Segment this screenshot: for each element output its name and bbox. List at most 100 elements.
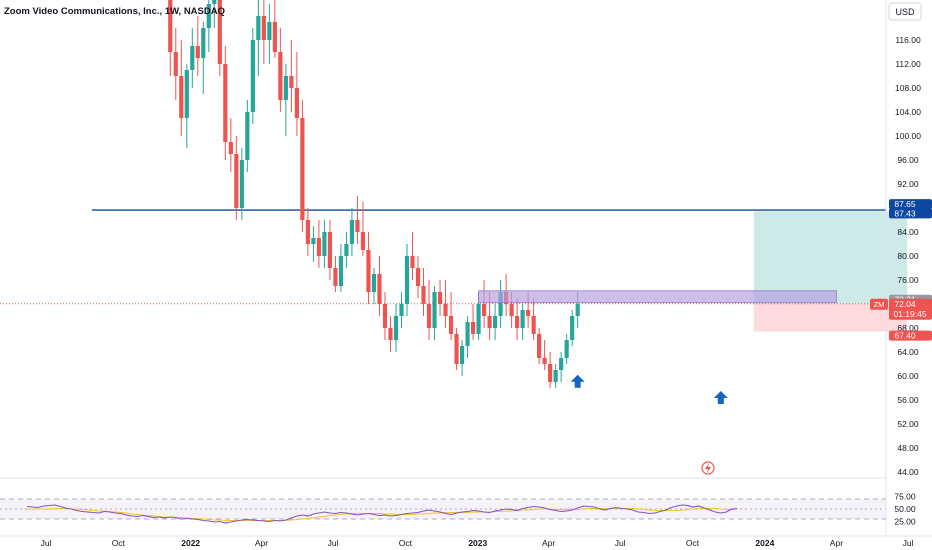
price-tick-label: 112.00 [895,59,921,69]
price-tick-label: 116.00 [895,35,921,45]
candle [250,28,255,124]
candle [559,352,564,382]
time-tick-label: Jul [903,538,914,548]
candle [448,292,454,340]
candle [415,256,421,298]
arrow-right-bottom[interactable] [713,391,728,404]
time-tick-label: Apr [542,538,555,548]
price-tick-label: 108.00 [895,83,921,93]
price-tick-label: 48.00 [897,443,919,453]
candle [228,118,233,172]
candle [382,292,388,340]
candle [322,220,327,268]
candle [404,244,410,316]
candle [553,364,558,388]
price-tick-label: 80.00 [897,251,919,261]
price-tick-label: 68.00 [897,323,919,333]
badge-72-04[interactable] [889,298,932,320]
rsi-tick-label: 50.00 [894,504,916,514]
candle [338,244,344,292]
candle [217,0,222,76]
time-tick-label: Oct [399,538,413,548]
time-tick-label: Oct [686,538,700,548]
time-tick-label: Jul [41,538,52,548]
price-tick-label: 64.00 [897,347,919,357]
currency-button[interactable] [888,2,922,21]
neckline-zone[interactable] [478,290,837,304]
price-tick-label: 56.00 [897,395,919,405]
price-tick-label: 76.00 [897,275,919,285]
rsi-tick-label: 75.00 [894,492,916,502]
candle [371,268,377,304]
candle [184,64,189,148]
candle [531,298,536,340]
currency-label: USD [895,7,915,17]
price-tick-label: 92.00 [897,179,919,189]
candle [481,280,487,328]
candle [223,46,228,160]
time-tick-label: Apr [830,538,843,548]
candle [344,232,349,268]
candle [426,280,432,340]
candle [492,304,498,340]
arrow-left-bottom[interactable] [570,374,585,388]
price-tick-label: 84.00 [897,227,919,237]
candle [515,298,520,340]
chart-title: Zoom Video Communications, Inc., 1W, NAS… [4,6,225,17]
price-tick-label: 60.00 [897,371,919,381]
symbol-tag [870,298,888,310]
price-tick-label: 52.00 [897,419,919,429]
candle [548,352,553,388]
candle [542,340,547,370]
candle [173,28,178,100]
badge-87-43[interactable] [889,208,932,219]
time-tick-label: Oct [112,538,126,548]
badge-87-43-label: 87.43 [894,208,916,218]
price-tick-label: 44.00 [897,467,919,477]
candle [349,208,355,256]
candle [311,226,316,262]
time-tick-label: 2023 [468,538,487,548]
time-tick-label: Jul [615,538,626,548]
badge-87-65-label: 87.65 [894,199,916,209]
candle [168,0,173,76]
time-tick-label: 2024 [755,538,774,548]
candle [294,52,299,136]
price-tick-label: 96.00 [897,155,919,165]
candle [300,100,305,232]
candle [206,0,211,52]
candle [366,232,371,304]
badge-67-40[interactable] [889,330,932,341]
candle [272,0,277,58]
badge-87-65[interactable] [889,199,932,210]
candles [168,0,580,388]
rsi-line [27,504,738,524]
candle [261,0,266,64]
badge-67-40-label: 67.40 [894,331,916,341]
time-tick-label: Jul [328,538,339,548]
candle [564,334,569,364]
candle [179,40,184,136]
time-tick-label: Apr [255,538,268,548]
rsi-band [0,499,886,519]
lightning-icon[interactable] [701,461,715,475]
candle [537,328,542,364]
candle [234,136,239,220]
candle [454,328,459,370]
candle [421,268,426,316]
candle [410,232,415,280]
candle [432,286,437,340]
candle [470,304,476,340]
candle [498,280,503,328]
candle [195,16,200,76]
candle [520,304,525,340]
candle [388,316,393,352]
candle [465,316,470,358]
candle [393,304,399,352]
candle [201,22,206,94]
candle [239,148,244,220]
candle [289,40,294,112]
target-zone [753,211,908,304]
candle [333,256,338,292]
